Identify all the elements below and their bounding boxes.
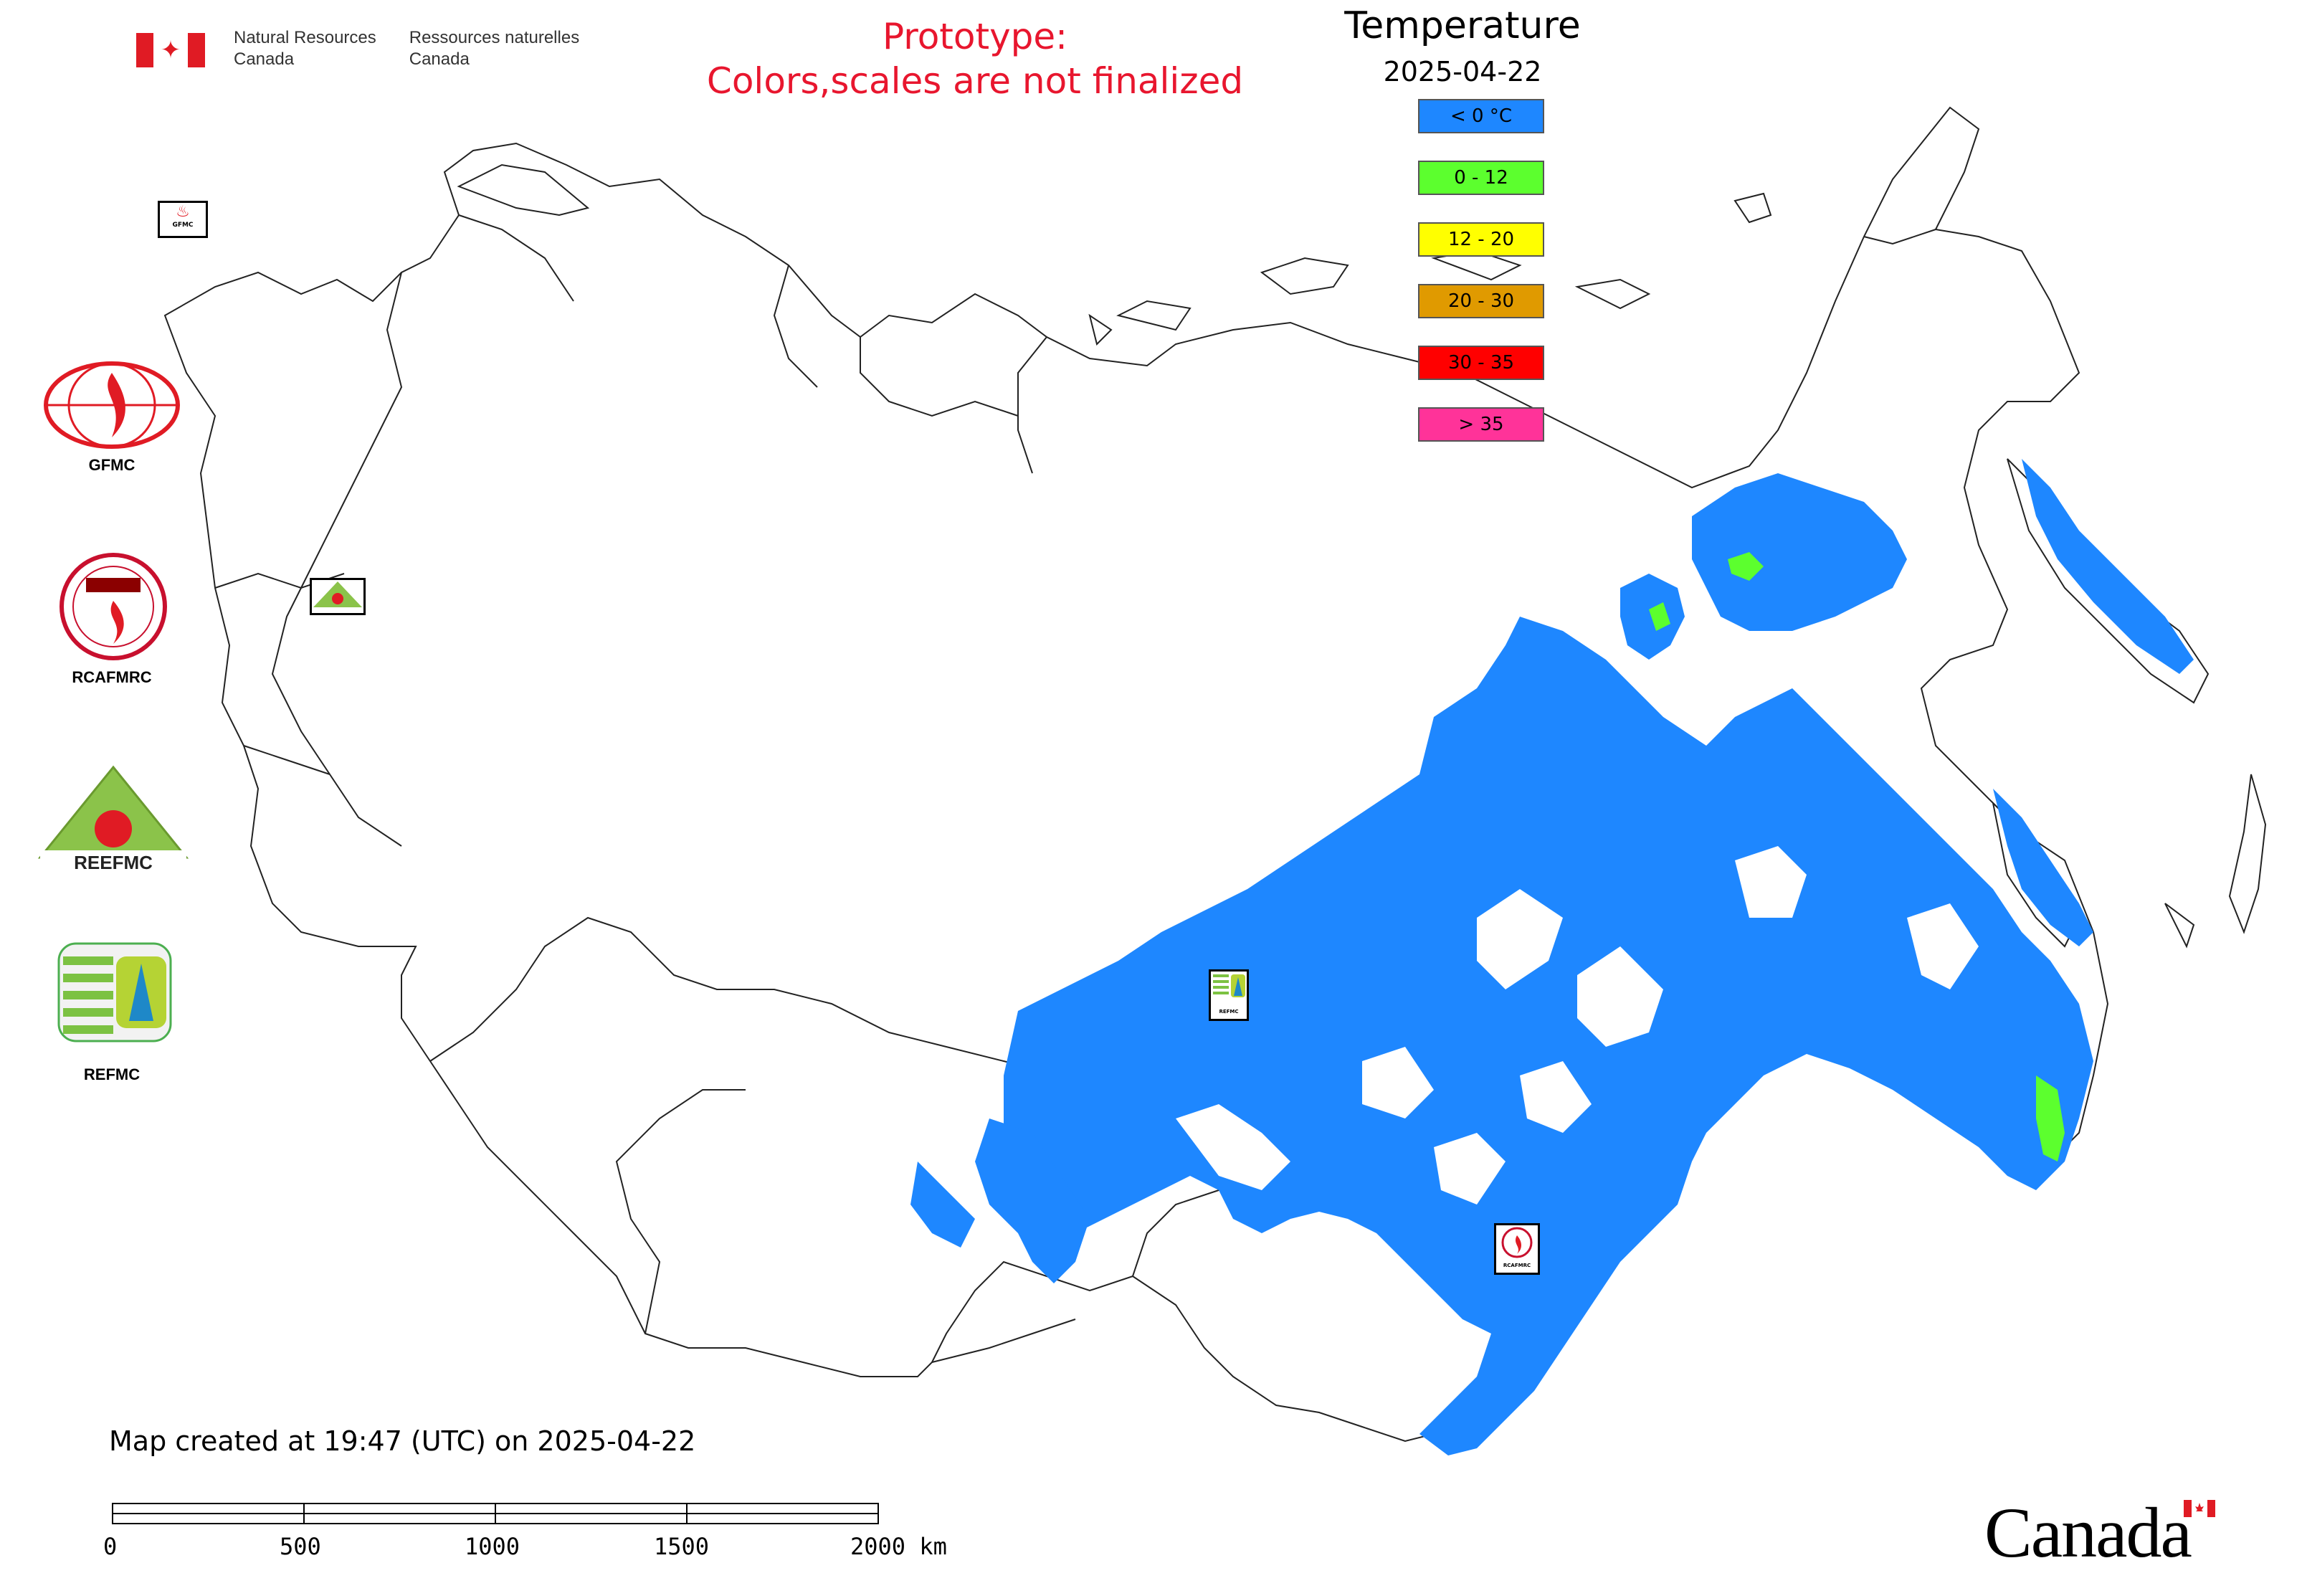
- legend-date: 2025-04-22: [1383, 56, 1542, 87]
- legend-label: > 35: [1458, 414, 1504, 435]
- legend-item-20-30: 20 - 30: [1418, 284, 1544, 318]
- dept-name-fr: Ressources naturelles Canada: [409, 27, 579, 70]
- scale-bar: [112, 1503, 879, 1524]
- dept-name-en: Natural Resources Canada: [234, 27, 376, 70]
- scale-label-1500: 1500: [654, 1533, 710, 1560]
- prototype-line2: Colors,scales are not finalized: [706, 60, 1244, 102]
- legend-item-above-35: > 35: [1418, 407, 1544, 442]
- canada-flag-icon: ✦: [136, 33, 205, 67]
- map-marker-gfmc[interactable]: ♨ GFMC: [158, 201, 208, 238]
- legend-label: 0 - 12: [1454, 167, 1508, 189]
- refmc-caption: REFMC: [83, 1065, 141, 1083]
- reefmc-logo-icon: REEFMC: [37, 765, 189, 873]
- gfmc-caption: GFMC: [88, 456, 135, 474]
- temperature-zero-to-twelve-area: [1649, 552, 2065, 1162]
- prototype-notice: Prototype: Colors,scales are not finaliz…: [617, 14, 1333, 103]
- legend-title: Temperature: [1344, 4, 1581, 47]
- marker-label: REFMC: [1219, 1009, 1239, 1015]
- flame-icon: ♨: [176, 203, 190, 221]
- map-marker-refmc[interactable]: REFMC: [1209, 969, 1249, 1021]
- marker-label: RCAFMRC: [1503, 1263, 1531, 1268]
- canada-wordmark-flag-icon: [2184, 1500, 2215, 1517]
- legend-item-0-12: 0 - 12: [1418, 161, 1544, 195]
- legend-label: 30 - 35: [1447, 352, 1515, 374]
- temperature-below-zero-area: [910, 459, 2194, 1455]
- scale-label-500: 500: [280, 1533, 321, 1560]
- rcafmrc-caption: RCAFMRC: [72, 668, 152, 686]
- legend-label: 12 - 20: [1447, 229, 1515, 250]
- reefmc-marker-icon: [313, 581, 362, 607]
- legend-label: 20 - 30: [1447, 290, 1515, 312]
- gfmc-logo-icon: [44, 361, 180, 449]
- dept-en-line2: Canada: [234, 49, 295, 69]
- scale-label-1000: 1000: [465, 1533, 520, 1560]
- refmc-marker-icon: [1213, 974, 1245, 997]
- scale-label-0: 0: [103, 1533, 118, 1560]
- legend-label: < 0 °C: [1450, 105, 1512, 127]
- nrcan-signature: ✦ Natural Resources Canada Ressources na…: [136, 27, 579, 77]
- canada-wordmark: Canada: [1984, 1493, 2192, 1572]
- dept-en-line1: Natural Resources: [234, 28, 376, 47]
- rcafmrc-logo-icon: [60, 553, 167, 660]
- scale-label-2000: 2000 km: [850, 1533, 947, 1560]
- map-marker-reefmc[interactable]: [310, 578, 366, 615]
- legend-item-12-20: 12 - 20: [1418, 222, 1544, 257]
- reefmc-logo-text: REEFMC: [74, 852, 153, 873]
- dept-fr-line1: Ressources naturelles: [409, 28, 580, 47]
- rcafmrc-marker-icon: [1501, 1227, 1533, 1258]
- no-data-gaps: [1176, 846, 1979, 1205]
- country-borders: [163, 106, 2267, 1443]
- legend-item-30-35: 30 - 35: [1418, 346, 1544, 380]
- map-marker-rcafmrc[interactable]: RCAFMRC: [1494, 1223, 1540, 1275]
- prototype-line1: Prototype:: [882, 16, 1068, 57]
- dept-fr-line2: Canada: [409, 49, 470, 69]
- refmc-logo-icon: [57, 942, 172, 1042]
- marker-label: GFMC: [172, 222, 194, 229]
- legend-item-below-zero: < 0 °C: [1418, 99, 1544, 133]
- map-created-note: Map created at 19:47 (UTC) on 2025-04-22: [109, 1425, 696, 1457]
